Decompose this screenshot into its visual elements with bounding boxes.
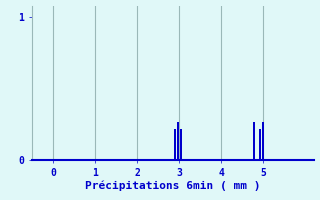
Bar <box>253 121 255 160</box>
Bar <box>259 129 261 160</box>
Bar <box>174 129 176 160</box>
X-axis label: Précipitations 6min ( mm ): Précipitations 6min ( mm ) <box>85 180 260 191</box>
Bar <box>177 121 179 160</box>
Bar <box>262 121 264 160</box>
Bar <box>180 129 182 160</box>
